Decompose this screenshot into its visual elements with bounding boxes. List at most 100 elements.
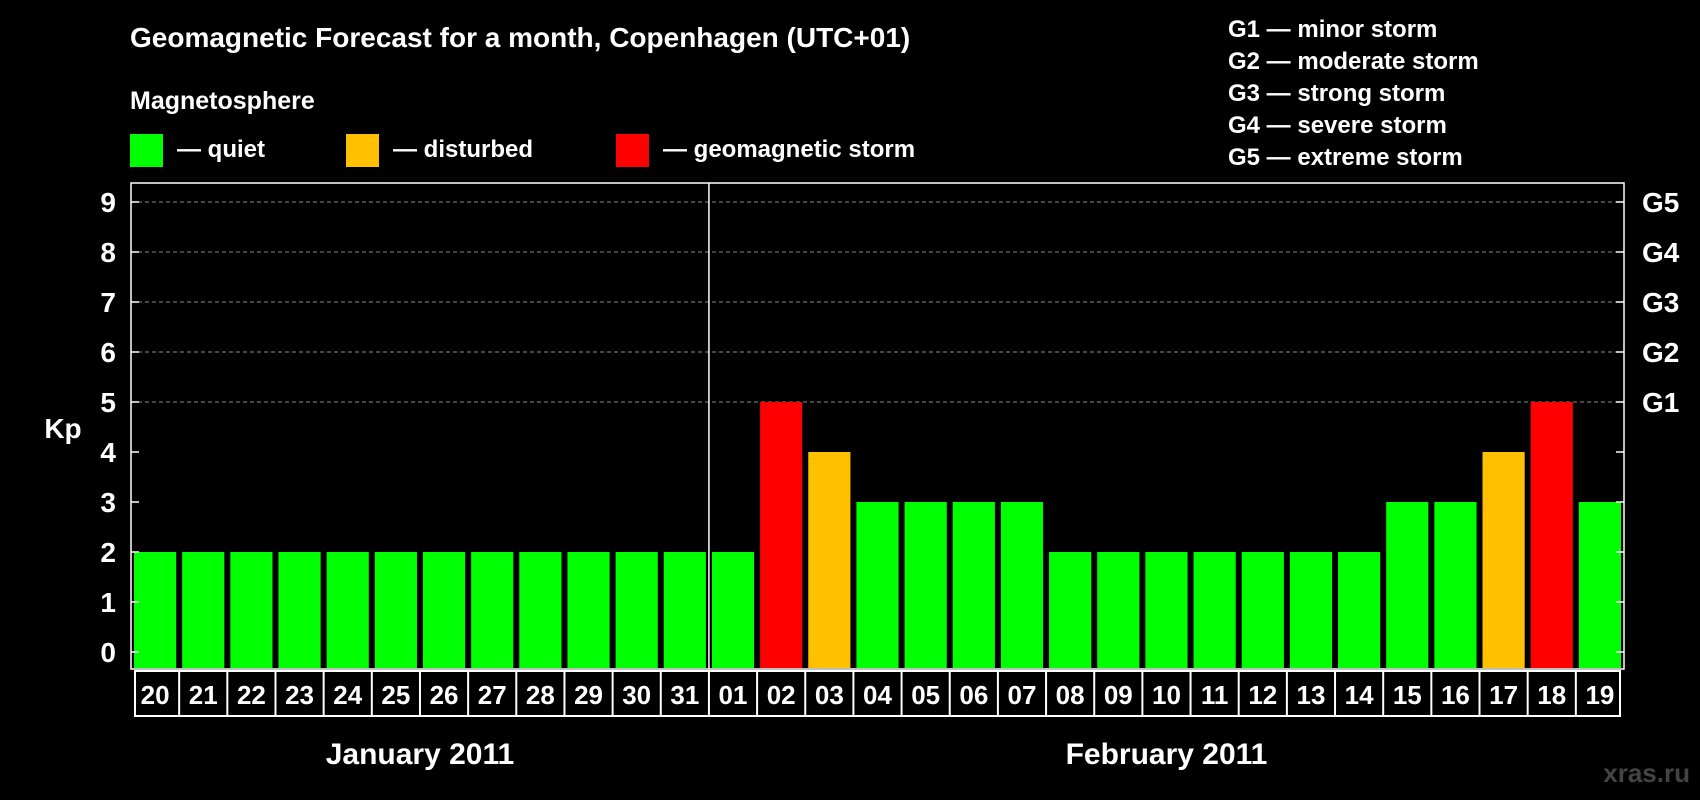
legend-title: Magnetosphere (130, 87, 315, 115)
bar-01 (711, 552, 755, 668)
bar-08 (1049, 552, 1092, 668)
day-label-05: 05 (911, 680, 940, 710)
bar-12 (1241, 552, 1284, 668)
day-label-20: 20 (141, 680, 170, 710)
day-label-strip (134, 670, 1621, 717)
legend-swatch-disturbed (346, 134, 379, 167)
bar-21 (182, 552, 225, 668)
day-label-29: 29 (574, 680, 603, 710)
day-label-26: 26 (430, 680, 459, 710)
storm-scale-g1: G1 — minor storm (1228, 16, 1437, 43)
bars (134, 402, 1621, 668)
y-tick-label-8: 8 (100, 237, 116, 268)
day-label-27: 27 (478, 680, 507, 710)
month-label-1: January 2011 (326, 738, 514, 771)
day-label-04: 04 (863, 680, 892, 710)
day-label-18: 18 (1537, 680, 1566, 710)
month-label-2: February 2011 (1066, 738, 1268, 771)
day-label-28: 28 (526, 680, 555, 710)
legend: — quiet — disturbed — geomagnetic storm (130, 134, 915, 167)
day-label-07: 07 (1008, 680, 1037, 710)
storm-scale-g4: G4 — severe storm (1228, 112, 1447, 139)
day-label-19: 19 (1585, 680, 1614, 710)
bar-06 (952, 502, 995, 668)
day-label-01: 01 (719, 680, 748, 710)
bar-24 (326, 552, 369, 668)
bar-05 (904, 502, 947, 668)
day-label-24: 24 (333, 680, 362, 710)
right-tick-label-G3: G3 (1642, 287, 1679, 318)
gridlines (131, 201, 1624, 403)
day-label-16: 16 (1441, 680, 1470, 710)
bar-30 (615, 552, 658, 668)
day-label-03: 03 (815, 680, 844, 710)
day-label-15: 15 (1393, 680, 1422, 710)
watermark: xras.ru (1603, 758, 1690, 788)
bar-02 (760, 402, 803, 668)
bar-14 (1338, 552, 1381, 668)
bar-07 (1000, 502, 1044, 668)
storm-scale-g5: G5 — extreme storm (1228, 144, 1463, 171)
bar-28 (519, 552, 562, 668)
legend-label-disturbed: — disturbed (393, 136, 533, 163)
legend-swatch-quiet (130, 134, 163, 167)
bar-16 (1434, 502, 1477, 668)
day-label-30: 30 (622, 680, 651, 710)
day-label-12: 12 (1248, 680, 1277, 710)
bar-13 (1289, 552, 1333, 668)
legend-label-quiet: — quiet (177, 136, 265, 163)
day-labels: 20 21 22 23 24 25 26 27 28 29 30 31 01 02 03 04 05 06 07 08… (134, 670, 1621, 717)
y-tick-label-4: 4 (100, 437, 116, 468)
legend-swatch-storm (616, 134, 649, 167)
storm-scale-g2: G2 — moderate storm (1228, 48, 1479, 75)
legend-label-storm: — geomagnetic storm (663, 136, 915, 163)
month-labels: January 2011 February 2011 (326, 738, 1268, 771)
bar-22 (230, 552, 273, 668)
bar-18 (1530, 402, 1573, 668)
day-label-17: 17 (1489, 680, 1518, 710)
day-label-31: 31 (670, 680, 699, 710)
bar-31 (663, 552, 706, 668)
y-tick-label-9: 9 (100, 187, 116, 218)
bar-15 (1386, 502, 1429, 668)
day-label-06: 06 (959, 680, 988, 710)
bar-11 (1193, 552, 1236, 668)
y-tick-label-1: 1 (100, 587, 116, 618)
day-label-22: 22 (237, 680, 266, 710)
right-tick-label-G2: G2 (1642, 337, 1679, 368)
day-label-14: 14 (1345, 680, 1374, 710)
axes: 0 1 2 3 4 5 6 7 8 9 G1 G2 G3 G4 G5 (100, 182, 1680, 670)
bar-20 (134, 552, 177, 668)
day-label-10: 10 (1152, 680, 1181, 710)
right-tick-label-G5: G5 (1642, 187, 1679, 218)
bar-27 (471, 552, 514, 668)
y-tick-label-0: 0 (100, 637, 116, 668)
bar-03 (808, 452, 851, 668)
bar-10 (1145, 552, 1188, 668)
storm-scale-legend: G1 — minor storm G2 — moderate storm G3 … (1228, 16, 1479, 171)
storm-scale-g3: G3 — strong storm (1228, 80, 1445, 107)
day-label-09: 09 (1104, 680, 1133, 710)
day-label-23: 23 (285, 680, 314, 710)
bar-09 (1097, 552, 1140, 668)
y-tick-label-7: 7 (100, 287, 116, 318)
day-label-21: 21 (189, 680, 218, 710)
plot-frame (130, 182, 1625, 670)
day-label-25: 25 (381, 680, 410, 710)
bar-29 (567, 552, 610, 668)
right-tick-label-G4: G4 (1642, 237, 1680, 268)
bar-19 (1578, 502, 1621, 668)
day-label-13: 13 (1296, 680, 1325, 710)
bar-17 (1482, 452, 1525, 668)
bar-25 (374, 552, 417, 668)
bar-04 (856, 502, 899, 668)
y-axis-label: Kp (44, 413, 81, 444)
bar-26 (422, 552, 466, 668)
y-tick-label-6: 6 (100, 337, 116, 368)
y-tick-label-5: 5 (100, 387, 116, 418)
right-tick-label-G1: G1 (1642, 387, 1679, 418)
y-tick-label-2: 2 (100, 537, 116, 568)
y-tick-label-3: 3 (100, 487, 116, 518)
day-label-08: 08 (1056, 680, 1085, 710)
